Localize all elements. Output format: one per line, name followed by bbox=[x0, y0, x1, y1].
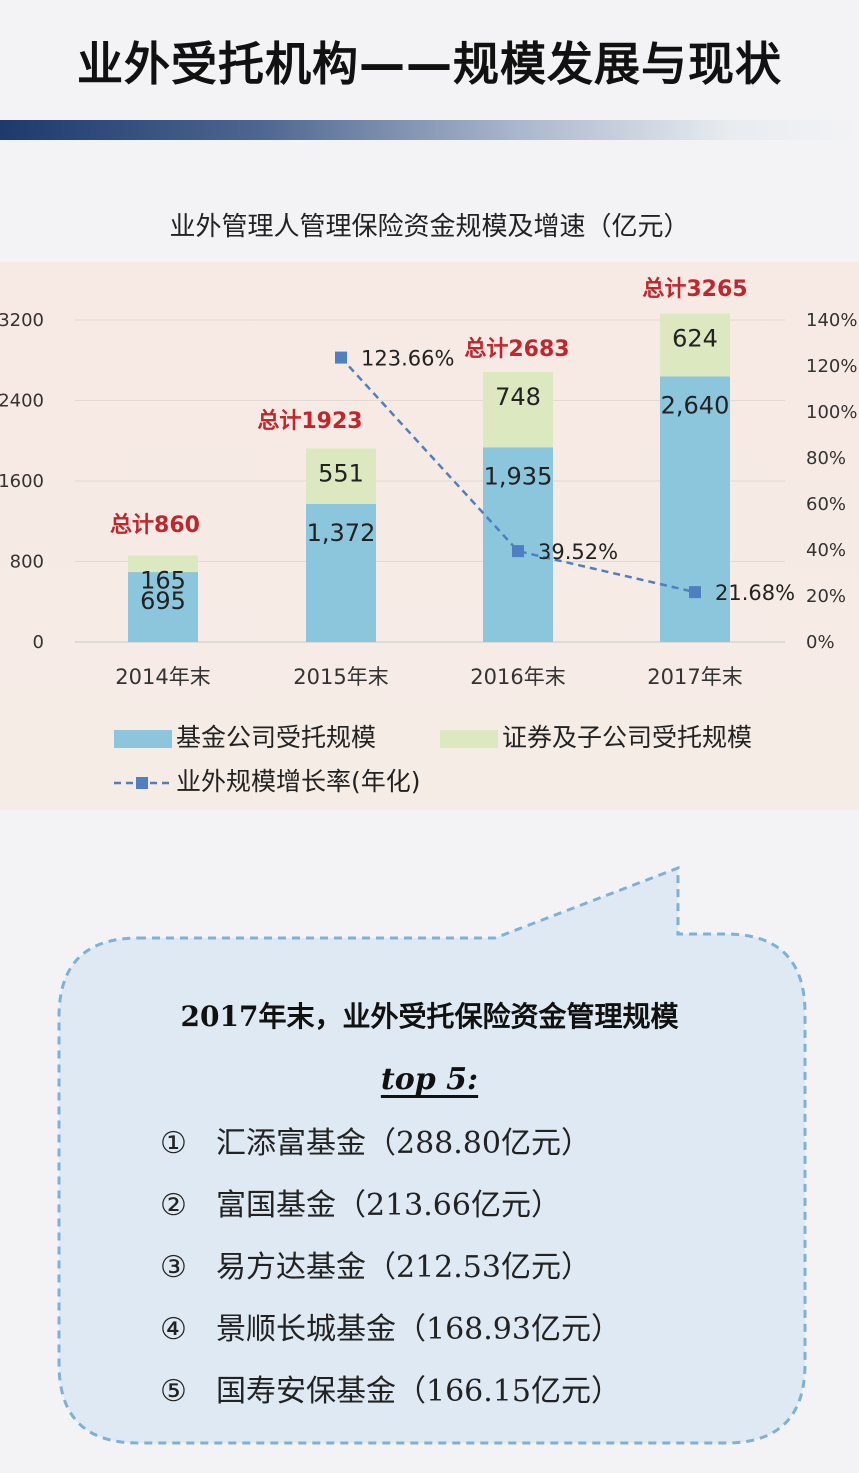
data-label-securities: 551 bbox=[318, 459, 364, 487]
legend-label-fund: 基金公司受托规模 bbox=[176, 723, 377, 752]
x-tick-label: 2017年末 bbox=[647, 665, 742, 689]
legend-item-securities: 证券及子公司受托规模 bbox=[440, 718, 752, 754]
x-tick-label: 2014年末 bbox=[115, 665, 210, 689]
list-item: ⑤ 国寿安保基金（166.15亿元） bbox=[160, 1374, 621, 1409]
y-right-tick-label: 140% bbox=[806, 310, 857, 331]
legend-label-securities: 证券及子公司受托规模 bbox=[502, 723, 753, 752]
growth-line bbox=[340, 356, 696, 594]
growth-point bbox=[335, 351, 347, 364]
y-left-tick-label: 1600 bbox=[0, 471, 44, 492]
total-label: 总计1923 bbox=[257, 408, 362, 434]
legend-label-growth: 业外规模增长率(年化) bbox=[176, 767, 421, 796]
top5-subheading: top 5: bbox=[380, 1062, 479, 1097]
y-right-tick-label: 40% bbox=[806, 540, 846, 561]
legend-item-fund: 基金公司受托规模 bbox=[114, 718, 376, 754]
growth-point bbox=[512, 545, 524, 558]
y-right-tick-label: 80% bbox=[806, 448, 846, 469]
total-label: 总计3265 bbox=[642, 276, 747, 302]
data-label-securities: 748 bbox=[495, 383, 541, 411]
data-label-fund: 1,935 bbox=[484, 462, 553, 490]
speech-bubble bbox=[57, 865, 807, 1445]
bar-securities bbox=[306, 448, 376, 504]
data-label-fund: 1,372 bbox=[307, 519, 376, 547]
title-gradient-bar bbox=[0, 120, 859, 140]
legend-line-marker-icon bbox=[114, 777, 172, 789]
data-label-fund: 695 bbox=[140, 587, 186, 615]
bar-fund bbox=[483, 447, 553, 642]
bar-fund bbox=[306, 503, 376, 642]
x-tick-label: 2015年末 bbox=[293, 665, 388, 689]
y-right-tick-label: 100% bbox=[806, 402, 857, 423]
legend-swatch-securities bbox=[440, 730, 498, 748]
total-label: 总计860 bbox=[110, 512, 200, 538]
y-left-tick-label: 800 bbox=[10, 552, 44, 573]
combo-chart: 0 800 1600 2400 3200 0% 20% 40% 60% 80% 100% 120% 14… bbox=[0, 276, 857, 689]
data-label-securities: 165 bbox=[140, 566, 186, 594]
y-right-tick-label: 60% bbox=[806, 494, 846, 515]
y-right-tick-label: 120% bbox=[806, 356, 857, 377]
list-item: ③ 易方达基金（212.53亿元） bbox=[160, 1250, 591, 1285]
x-tick-label: 2016年末 bbox=[470, 665, 565, 689]
growth-label: 21.68% bbox=[715, 581, 795, 605]
list-item: ② 富国基金（213.66亿元） bbox=[160, 1188, 561, 1223]
growth-label: 39.52% bbox=[538, 540, 618, 564]
top5-heading: 2017年末，业外受托保险资金管理规模 bbox=[180, 1000, 679, 1033]
bar-fund bbox=[128, 572, 198, 642]
data-label-securities: 624 bbox=[672, 325, 718, 353]
legend-item-growth: 业外规模增长率(年化) bbox=[112, 762, 421, 798]
growth-label: 123.66% bbox=[361, 347, 454, 371]
chart-panel: 0 800 1600 2400 3200 0% 20% 40% 60% 80% 100% 120% 14… bbox=[0, 262, 859, 810]
data-label-fund: 2,640 bbox=[661, 391, 730, 419]
legend-swatch-fund bbox=[114, 730, 172, 748]
y-left-tick-label: 2400 bbox=[0, 391, 44, 412]
y-right-tick-label: 20% bbox=[806, 586, 846, 607]
y-left-tick-label: 3200 bbox=[0, 310, 44, 331]
y-right-tick-label: 0% bbox=[806, 632, 835, 653]
page-title: 业外受托机构——规模发展与现状 bbox=[77, 37, 782, 91]
growth-point bbox=[689, 586, 701, 599]
list-item: ① 汇添富基金（288.80亿元） bbox=[160, 1126, 591, 1161]
top5-list: ① 汇添富基金（288.80亿元） ② 富国基金（213.66亿元） ③ 易方达基金（… bbox=[160, 1118, 621, 1428]
bar-securities bbox=[483, 372, 553, 448]
y-left-tick-label: 0 bbox=[33, 632, 44, 653]
bar-securities bbox=[128, 555, 198, 573]
total-label: 总计2683 bbox=[464, 336, 569, 362]
chart-title: 业外管理人管理保险资金规模及增速（亿元） bbox=[169, 212, 690, 242]
list-item: ④ 景顺长城基金（168.93亿元） bbox=[160, 1312, 621, 1347]
bar-securities bbox=[660, 313, 730, 377]
